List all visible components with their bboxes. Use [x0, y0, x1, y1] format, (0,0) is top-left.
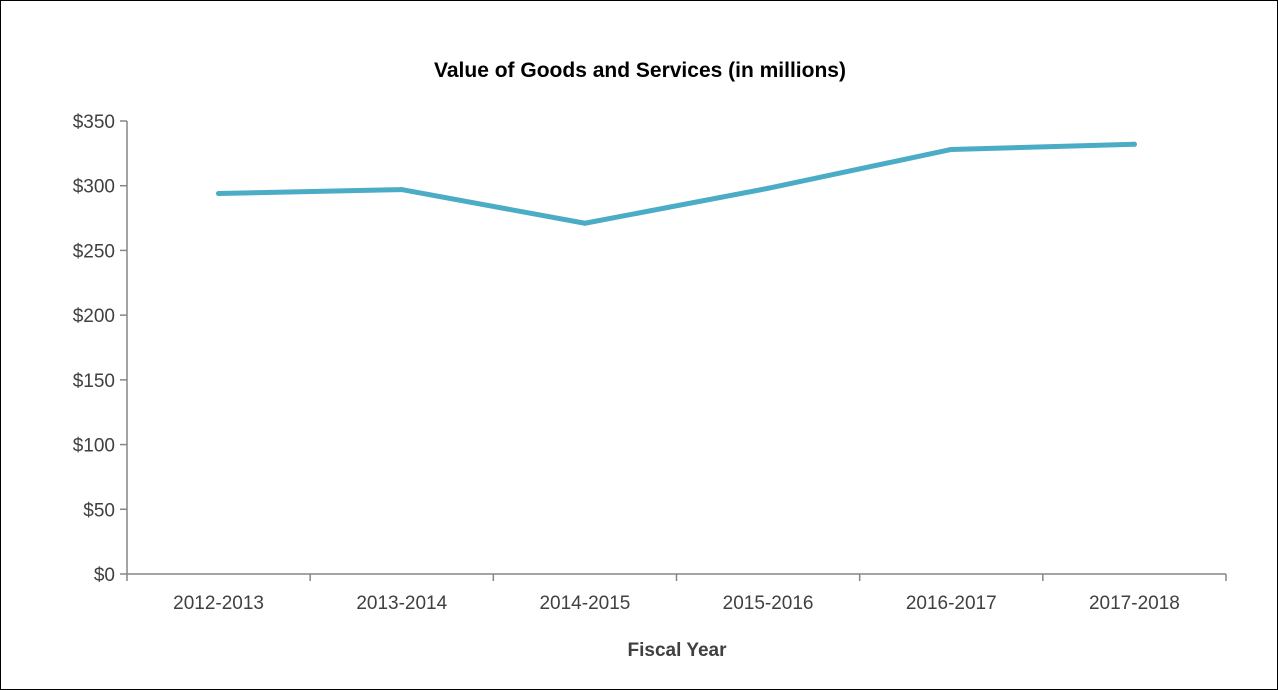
y-tick-label: $100 [73, 436, 115, 457]
y-tick-label: $250 [73, 241, 115, 262]
y-tick-label: $50 [83, 500, 115, 521]
y-tick-label: $300 [73, 177, 115, 198]
x-tick-label: 2015-2016 [723, 593, 814, 614]
x-axis-title: Fiscal Year [628, 640, 728, 661]
y-tick-label: $0 [94, 565, 115, 586]
x-tick-label: 2012-2013 [173, 593, 264, 614]
data-point [765, 185, 771, 191]
data-point [948, 146, 954, 152]
x-tick-label: 2014-2015 [539, 593, 630, 614]
x-tick-label: 2013-2014 [356, 593, 447, 614]
data-point [216, 190, 222, 196]
y-tick-label: $150 [73, 371, 115, 392]
y-axis: $0 $50 $100 $150 $200 $250 $300 $350 [73, 112, 128, 586]
y-tick-label: $350 [73, 112, 115, 133]
chart-title: Value of Goods and Services (in millions… [434, 59, 846, 82]
series-line [216, 141, 1137, 226]
data-point [1131, 141, 1137, 147]
data-point [399, 187, 405, 193]
x-axis: 2012-2013 2013-2014 2014-2015 2015-2016 2016… [126, 573, 1227, 614]
series-group [216, 141, 1137, 226]
x-tick-label: 2017-2018 [1089, 593, 1180, 614]
data-point [582, 220, 588, 226]
x-tick-label: 2016-2017 [906, 593, 997, 614]
y-tick-label: $200 [73, 306, 115, 327]
